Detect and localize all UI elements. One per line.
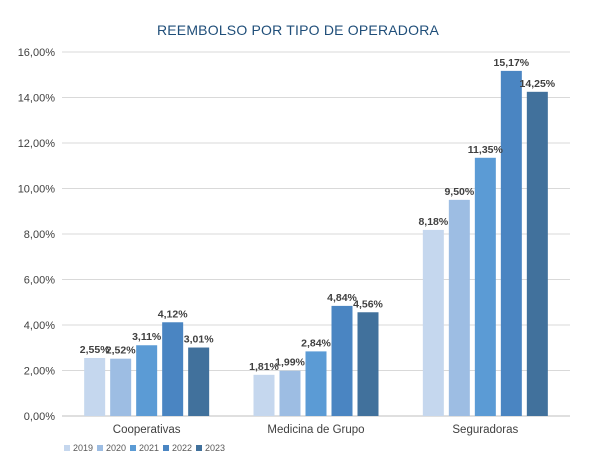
legend-swatch <box>130 445 136 451</box>
y-tick-label: 12,00% <box>18 138 56 150</box>
data-label: 15,17% <box>494 57 530 69</box>
bars <box>84 70 548 416</box>
y-axis-tick-labels: 0,00% 2,00% 4,00% 6,00% 8,00% 10,00% 12,00% 14,… <box>18 47 56 423</box>
chart-title: REEMBOLSO POR TIPO DE OPERADORA <box>156 22 440 38</box>
bar-2023-1 <box>357 312 379 416</box>
data-label: 2,84% <box>301 337 331 349</box>
data-label: 3,11% <box>132 331 162 343</box>
bar-2019-1 <box>253 374 275 416</box>
legend-label: 2021 <box>139 443 159 453</box>
data-label: 14,25% <box>520 78 556 90</box>
bar-2022-0 <box>162 322 184 416</box>
category-label: Cooperativas <box>113 424 181 436</box>
bar-2021-1 <box>305 351 327 416</box>
bar-2023-0 <box>188 347 210 416</box>
bar-2021-0 <box>136 345 158 416</box>
legend-label: 2020 <box>106 443 126 453</box>
legend-swatch <box>163 445 169 451</box>
bar-2019-2 <box>422 229 444 416</box>
data-label: 1,99% <box>275 357 305 369</box>
bar-2019-0 <box>84 357 106 416</box>
category-label: Medicina de Grupo <box>267 424 364 436</box>
y-tick-label: 16,00% <box>18 47 56 59</box>
bar-2020-2 <box>448 199 470 416</box>
data-label: 11,35% <box>468 144 504 156</box>
y-tick-label: 8,00% <box>24 229 55 241</box>
bar-2022-1 <box>331 305 353 416</box>
data-label: 1,81% <box>249 361 279 373</box>
data-label: 9,50% <box>444 186 474 198</box>
data-label: 8,18% <box>418 216 448 228</box>
data-label: 4,84% <box>327 292 357 304</box>
legend-swatch <box>196 445 202 451</box>
category-labels: Cooperativas Medicina de Grupo Seguradoras <box>113 424 519 436</box>
legend: 2019 2020 2021 2022 2023 <box>64 443 225 453</box>
data-label: 2,55% <box>80 344 110 356</box>
data-label: 2,52% <box>106 345 136 357</box>
y-tick-label: 2,00% <box>24 366 55 378</box>
bar-2020-1 <box>279 370 301 416</box>
bar-2020-0 <box>110 358 132 416</box>
y-tick-label: 4,00% <box>24 320 55 332</box>
legend-label: 2022 <box>172 443 192 453</box>
y-tick-label: 10,00% <box>18 184 56 196</box>
data-label: 3,01% <box>184 334 214 346</box>
legend-label: 2023 <box>205 443 225 453</box>
bar-2022-2 <box>500 70 522 416</box>
y-tick-label: 14,00% <box>18 93 56 105</box>
data-labels: 2,55%2,52% 3,11% 4,12% 3,01% 1,81%1,99% 2,84%… <box>80 57 556 373</box>
data-label: 4,56% <box>353 298 383 310</box>
y-tick-label: 6,00% <box>24 275 55 287</box>
data-label: 4,12% <box>158 308 188 320</box>
bar-2023-2 <box>526 91 548 416</box>
legend-swatch <box>97 445 103 451</box>
legend-swatch <box>64 445 70 451</box>
category-label: Seguradoras <box>452 424 518 436</box>
bar-2021-2 <box>474 157 496 416</box>
legend-label: 2019 <box>73 443 93 453</box>
y-tick-label: 0,00% <box>24 411 55 423</box>
